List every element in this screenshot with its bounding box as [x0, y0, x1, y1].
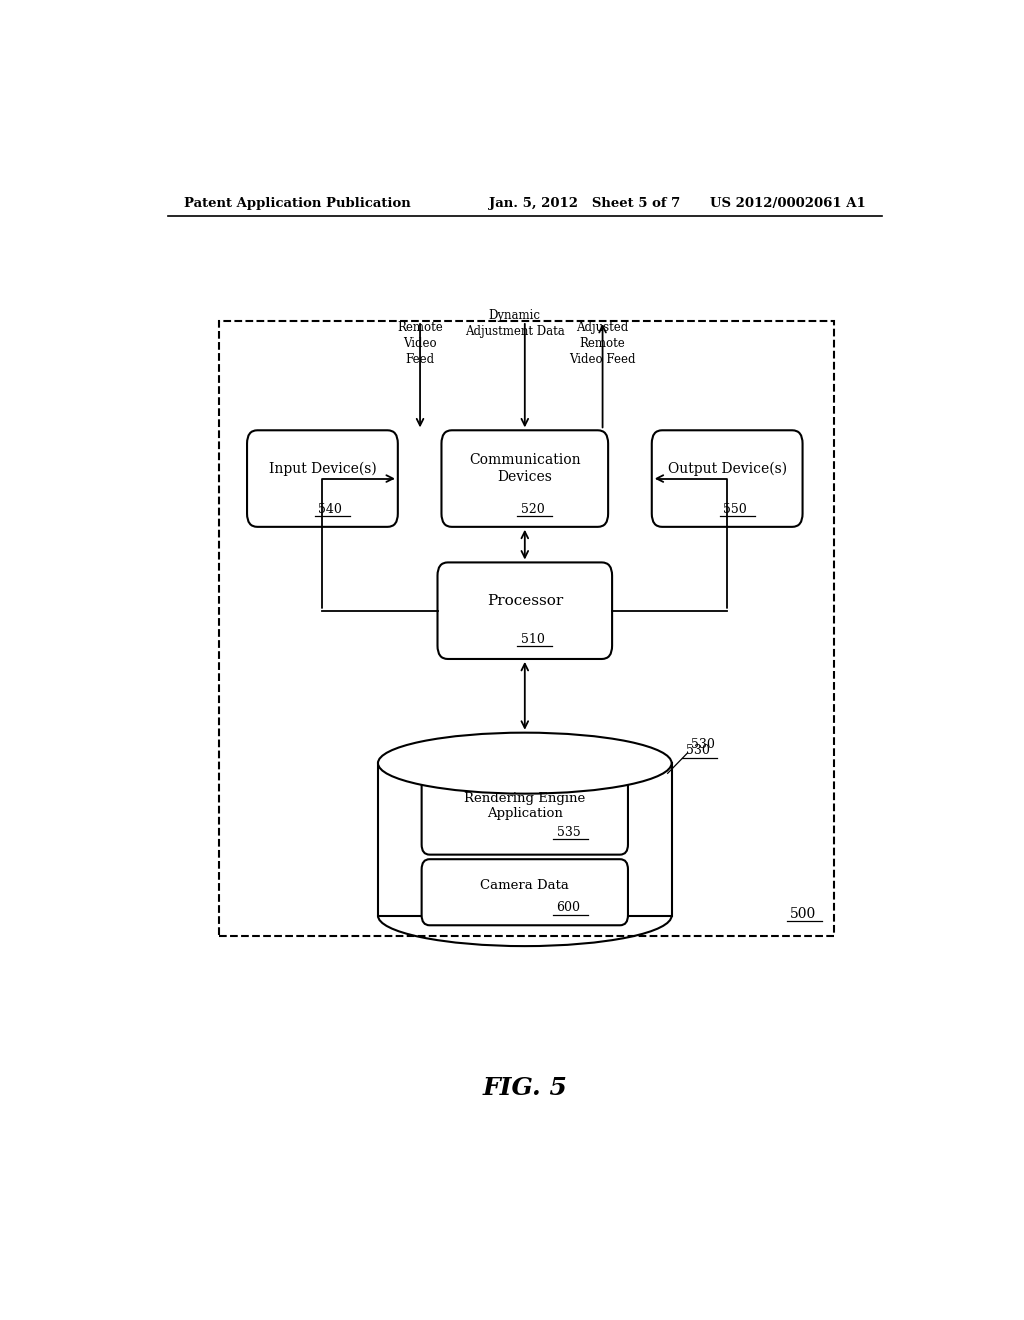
Text: Adjusted
Remote
Video Feed: Adjusted Remote Video Feed	[569, 321, 636, 366]
Text: 520: 520	[521, 503, 545, 516]
Text: US 2012/0002061 A1: US 2012/0002061 A1	[711, 197, 866, 210]
Bar	[378, 763, 672, 916]
Text: 530: 530	[691, 738, 716, 751]
FancyBboxPatch shape	[422, 859, 628, 925]
Bar	[219, 321, 835, 936]
Text: Dynamic
Adjustment Data: Dynamic Adjustment Data	[465, 309, 564, 338]
Text: FIG. 5: FIG. 5	[482, 1076, 567, 1101]
Text: Camera Data: Camera Data	[480, 879, 569, 891]
Ellipse shape	[378, 733, 672, 793]
Text: Processor: Processor	[486, 594, 563, 607]
Text: Input Device(s): Input Device(s)	[268, 461, 376, 475]
Text: Communication
Devices: Communication Devices	[469, 453, 581, 483]
FancyBboxPatch shape	[652, 430, 803, 527]
Text: Remote
Video
Feed: Remote Video Feed	[397, 321, 443, 366]
Text: Rendering Engine
Application: Rendering Engine Application	[464, 792, 586, 820]
FancyBboxPatch shape	[422, 774, 628, 854]
FancyBboxPatch shape	[247, 430, 397, 527]
Text: 600: 600	[556, 902, 581, 913]
Text: 500: 500	[790, 907, 816, 920]
Text: 530: 530	[686, 744, 710, 758]
Text: 540: 540	[318, 503, 342, 516]
Text: Jan. 5, 2012   Sheet 5 of 7: Jan. 5, 2012 Sheet 5 of 7	[489, 197, 680, 210]
Text: 535: 535	[557, 826, 581, 838]
Text: Patent Application Publication: Patent Application Publication	[183, 197, 411, 210]
Text: 550: 550	[723, 503, 746, 516]
FancyBboxPatch shape	[441, 430, 608, 527]
Text: 510: 510	[521, 632, 545, 645]
FancyBboxPatch shape	[437, 562, 612, 659]
Text: Output Device(s): Output Device(s)	[668, 461, 786, 475]
